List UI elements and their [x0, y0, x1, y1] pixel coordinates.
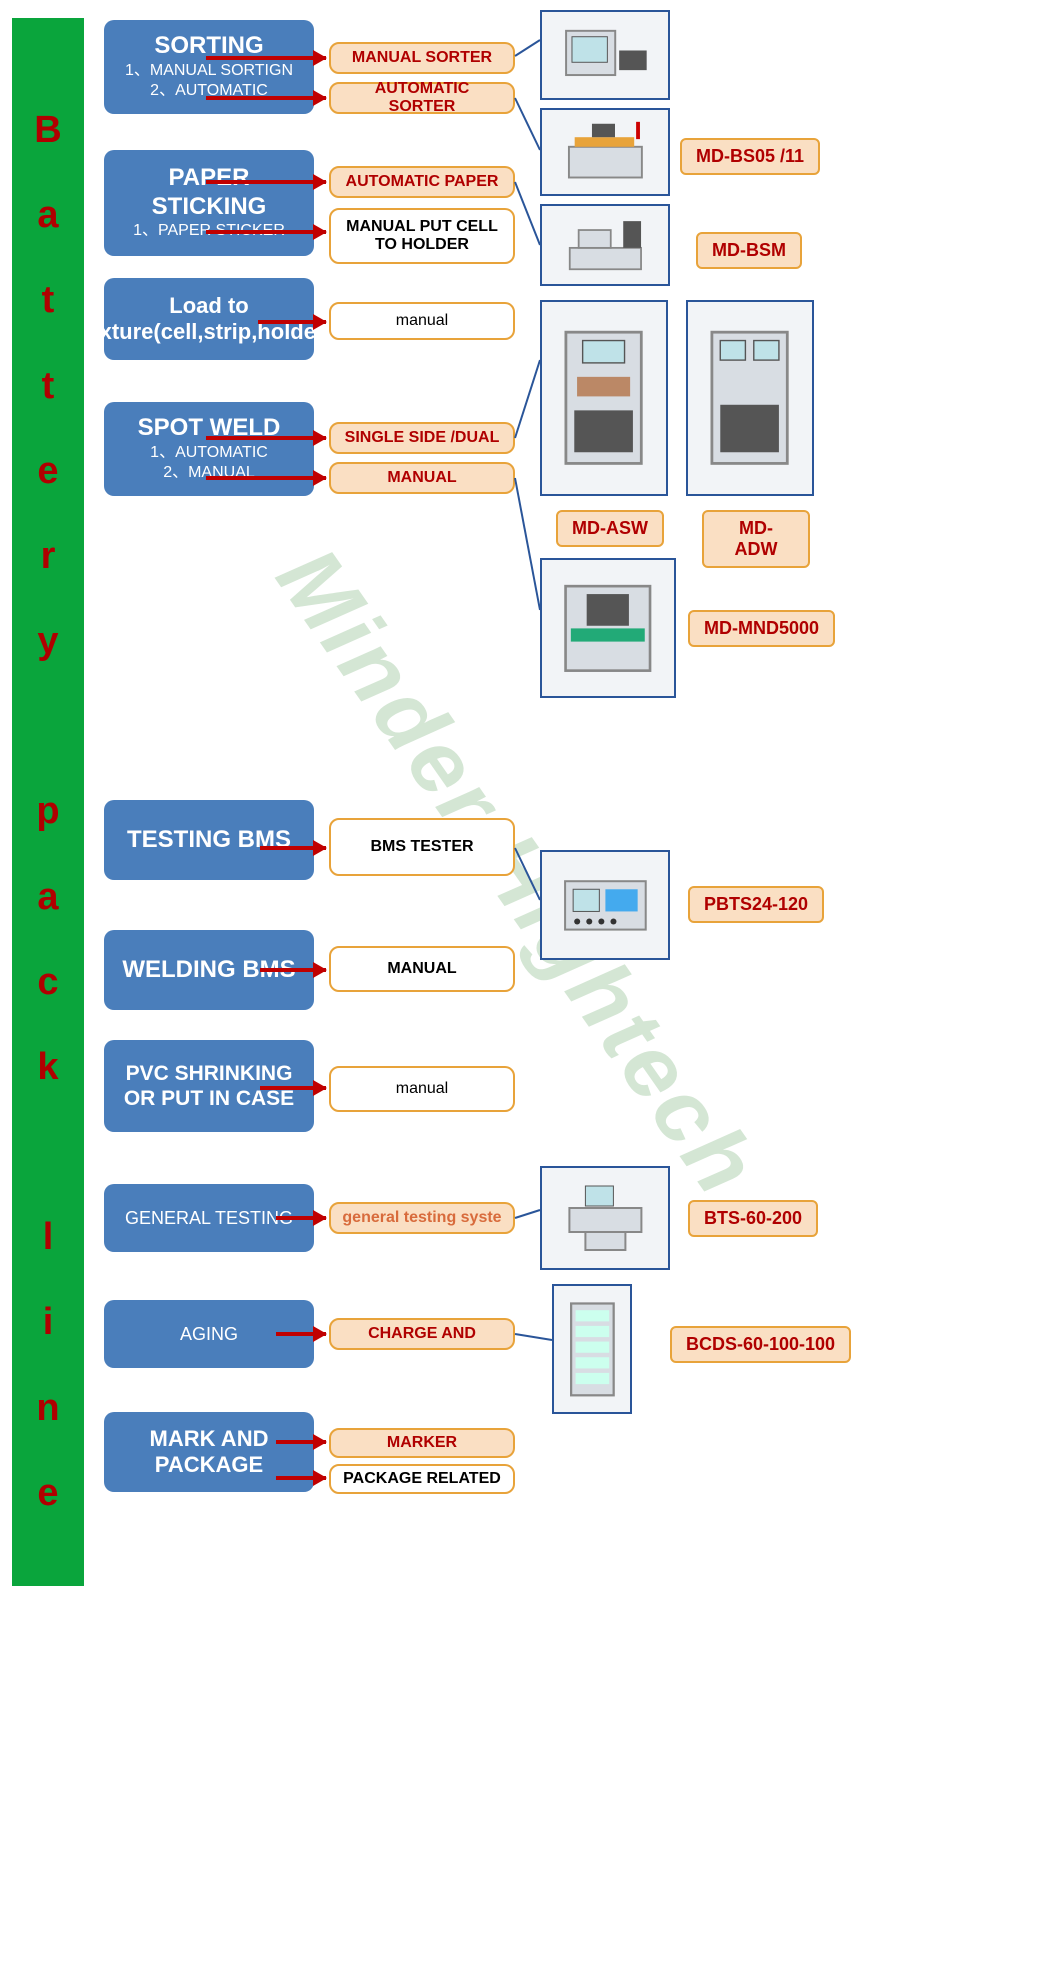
process-sub: 2、MANUAL — [163, 463, 255, 484]
option-charge-and: CHARGE AND — [329, 1318, 515, 1350]
process-spotweld: SPOT WELD 1、AUTOMATIC 2、MANUAL — [104, 402, 314, 496]
process-sub: 1、AUTOMATIC — [150, 443, 268, 464]
arrow-icon — [276, 1216, 326, 1220]
option-bms-tester: BMS TESTER — [329, 818, 515, 876]
process-paper: PAPER STICKING 1、PAPER STICKER — [104, 150, 314, 256]
photo-mnd5000 — [540, 558, 676, 698]
process-title: PAPER STICKING — [114, 164, 304, 222]
arrow-icon — [260, 846, 326, 850]
option-manual-weld: MANUAL — [329, 462, 515, 494]
arrow-icon — [206, 476, 326, 480]
photo-spot-weld-adw — [686, 300, 814, 496]
model-pbts: PBTS24-120 — [688, 886, 824, 923]
option-automatic-sorter: AUTOMATIC SORTER — [329, 82, 515, 114]
option-manual-put-cell: MANUAL PUT CELL TO HOLDER — [329, 208, 515, 264]
arrow-icon — [276, 1440, 326, 1444]
photo-general-testing — [540, 1166, 670, 1270]
arrow-icon — [276, 1332, 326, 1336]
process-title: MARK AND PACKAGE — [114, 1426, 304, 1479]
model-md-adw: MD-ADW — [702, 510, 810, 568]
model-md-bsm: MD-BSM — [696, 232, 802, 269]
option-automatic-paper: AUTOMATIC PAPER — [329, 166, 515, 198]
sidebar-title: Battery pack line — [12, 18, 84, 1586]
option-manual-load: manual — [329, 302, 515, 340]
option-single-dual: SINGLE SIDE /DUAL — [329, 422, 515, 454]
arrow-icon — [260, 1086, 326, 1090]
arrow-icon — [276, 1476, 326, 1480]
photo-spot-weld-asw — [540, 300, 668, 496]
process-title: Load to fixture(cell,strip,holder) — [86, 293, 332, 346]
model-md-mnd5000: MD-MND5000 — [688, 610, 835, 647]
arrow-icon — [206, 230, 326, 234]
photo-manual-sorter — [540, 10, 670, 100]
photo-paper-sticker — [540, 204, 670, 286]
option-general-testing: general testing syste — [329, 1202, 515, 1234]
photo-aging — [552, 1284, 632, 1414]
arrow-icon — [206, 96, 326, 100]
arrow-icon — [258, 320, 326, 324]
process-title: GENERAL TESTING — [125, 1208, 293, 1229]
option-manual-weld-bms: MANUAL — [329, 946, 515, 992]
process-testing-bms: TESTING BMS — [104, 800, 314, 880]
arrow-icon — [206, 436, 326, 440]
arrow-icon — [260, 968, 326, 972]
process-title: AGING — [180, 1324, 238, 1345]
model-md-asw: MD-ASW — [556, 510, 664, 547]
arrow-icon — [206, 180, 326, 184]
arrow-icon — [206, 56, 326, 60]
model-md-bs05: MD-BS05 /11 — [680, 138, 820, 175]
process-title: TESTING BMS — [127, 826, 291, 855]
process-load: Load to fixture(cell,strip,holder) — [104, 278, 314, 360]
process-sub: 1、MANUAL SORTIGN — [125, 61, 293, 82]
process-mark-package: MARK AND PACKAGE — [104, 1412, 314, 1492]
option-package-related: PACKAGE RELATED — [329, 1464, 515, 1494]
model-bts: BTS-60-200 — [688, 1200, 818, 1237]
photo-automatic-sorter — [540, 108, 670, 196]
option-manual-sorter: MANUAL SORTER — [329, 42, 515, 74]
photo-bms-tester — [540, 850, 670, 960]
model-bcds: BCDS-60-100-100 — [670, 1326, 851, 1363]
option-marker: MARKER — [329, 1428, 515, 1458]
option-manual-pvc: manual — [329, 1066, 515, 1112]
